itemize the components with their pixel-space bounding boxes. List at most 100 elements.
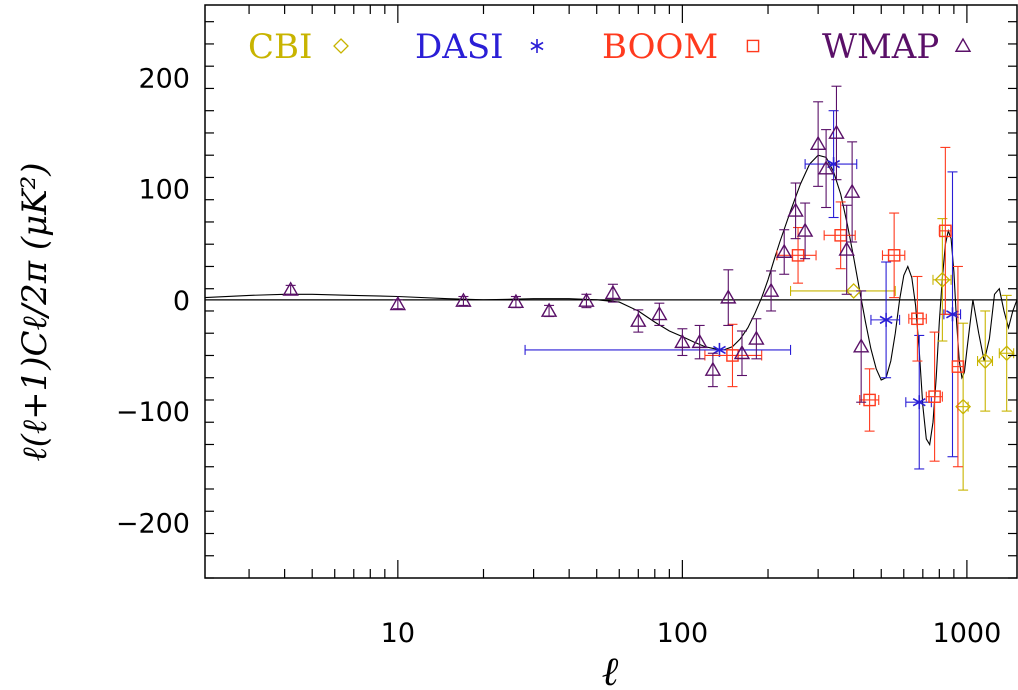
data-point xyxy=(804,110,858,219)
marker-triangle xyxy=(540,302,558,317)
marker-square xyxy=(887,249,901,262)
legend-label: CBI xyxy=(248,27,312,67)
marker-diamond xyxy=(934,271,951,288)
y-tick-label: −200 xyxy=(116,508,190,539)
marker-triangle xyxy=(630,312,647,327)
marker-triangle xyxy=(817,160,835,175)
y-axis-label: ℓ(ℓ+1)Cℓ/2π (μK²) xyxy=(15,162,55,461)
data-point xyxy=(838,204,855,295)
marker-asterisk xyxy=(946,307,959,322)
data-point xyxy=(282,281,299,296)
legend-marker-asterisk xyxy=(530,39,544,53)
marker-triangle xyxy=(720,289,737,304)
data-point xyxy=(932,218,952,342)
marker-square xyxy=(939,224,952,238)
marker-diamond xyxy=(998,345,1015,362)
marker-square xyxy=(863,393,876,407)
legend-label: WMAP xyxy=(822,27,939,67)
marker-diamond xyxy=(845,283,862,299)
marker-triangle xyxy=(389,295,407,311)
data-point xyxy=(796,202,814,260)
marker-triangle xyxy=(787,202,804,217)
data-point xyxy=(852,290,870,403)
data-point xyxy=(389,295,407,311)
marker-triangle xyxy=(838,241,855,256)
data-point xyxy=(809,101,827,187)
data-point xyxy=(925,331,943,462)
data-point xyxy=(859,368,880,432)
marker-square xyxy=(791,249,805,262)
marker-square xyxy=(911,312,924,326)
data-point xyxy=(998,294,1015,412)
marker-triangle xyxy=(776,243,793,258)
data-point xyxy=(823,201,856,270)
marker-triangle xyxy=(691,333,708,349)
series-cbi xyxy=(790,218,1015,491)
data-point xyxy=(674,328,691,357)
marker-triangle xyxy=(455,292,472,307)
data-point xyxy=(604,283,622,303)
marker-asterisk xyxy=(912,395,926,410)
data-point xyxy=(905,334,932,470)
series-wmap xyxy=(282,85,870,403)
data-point xyxy=(790,283,896,299)
y-tick-label: 100 xyxy=(138,175,190,206)
data-point xyxy=(870,261,901,379)
legend-marker-triangle xyxy=(954,37,972,52)
data-point xyxy=(720,269,737,326)
data-point xyxy=(651,302,668,326)
marker-triangle xyxy=(674,333,691,349)
marker-triangle xyxy=(843,183,861,198)
x-tick-label: 10 xyxy=(381,618,415,649)
data-point xyxy=(748,318,765,360)
y-tick-label: 200 xyxy=(138,63,190,94)
marker-triangle xyxy=(507,293,525,309)
legend-label: BOOM xyxy=(602,27,718,67)
marker-triangle xyxy=(282,281,299,296)
x-axis-label: ℓ xyxy=(602,649,619,690)
data-point xyxy=(776,229,793,275)
marker-triangle xyxy=(796,222,814,237)
data-point xyxy=(881,212,906,299)
data-point xyxy=(938,146,952,315)
marker-triangle xyxy=(828,124,845,139)
legend-item-cbi: CBI xyxy=(248,27,349,67)
data-point xyxy=(455,292,472,307)
data-point xyxy=(817,129,835,209)
x-tick-label: 100 xyxy=(657,618,709,649)
marker-triangle xyxy=(733,344,751,360)
marker-triangle xyxy=(604,284,622,300)
marker-triangle xyxy=(809,135,827,151)
marker-triangle xyxy=(762,282,780,297)
data-point xyxy=(828,85,845,181)
legend-label: DASI xyxy=(415,27,504,67)
marker-square xyxy=(928,390,941,403)
marker-square xyxy=(726,349,739,362)
marker-triangle xyxy=(748,330,765,345)
data-point xyxy=(578,292,595,309)
legend-marker-square xyxy=(746,39,760,53)
legend-item-boom: BOOM xyxy=(602,27,760,67)
x-tick-label: 1000 xyxy=(933,618,1002,649)
marker-asterisk xyxy=(712,342,726,357)
legend-item-dasi: DASI xyxy=(415,27,544,67)
y-tick-label: −100 xyxy=(116,397,190,428)
data-point xyxy=(787,182,804,240)
data-point xyxy=(630,309,647,333)
data-point xyxy=(843,141,861,243)
marker-triangle xyxy=(578,292,595,307)
data-point xyxy=(507,293,525,309)
data-point xyxy=(704,323,763,388)
data-point xyxy=(733,330,751,377)
data-point xyxy=(951,265,965,468)
y-tick-label: 0 xyxy=(173,286,190,317)
data-point xyxy=(976,310,994,412)
data-point xyxy=(540,302,558,318)
marker-triangle xyxy=(852,338,870,353)
marker-asterisk xyxy=(879,312,893,327)
data-point xyxy=(691,324,708,360)
marker-triangle xyxy=(651,305,668,321)
data-point xyxy=(704,352,722,388)
data-point xyxy=(524,342,792,357)
marker-triangle xyxy=(704,361,722,376)
